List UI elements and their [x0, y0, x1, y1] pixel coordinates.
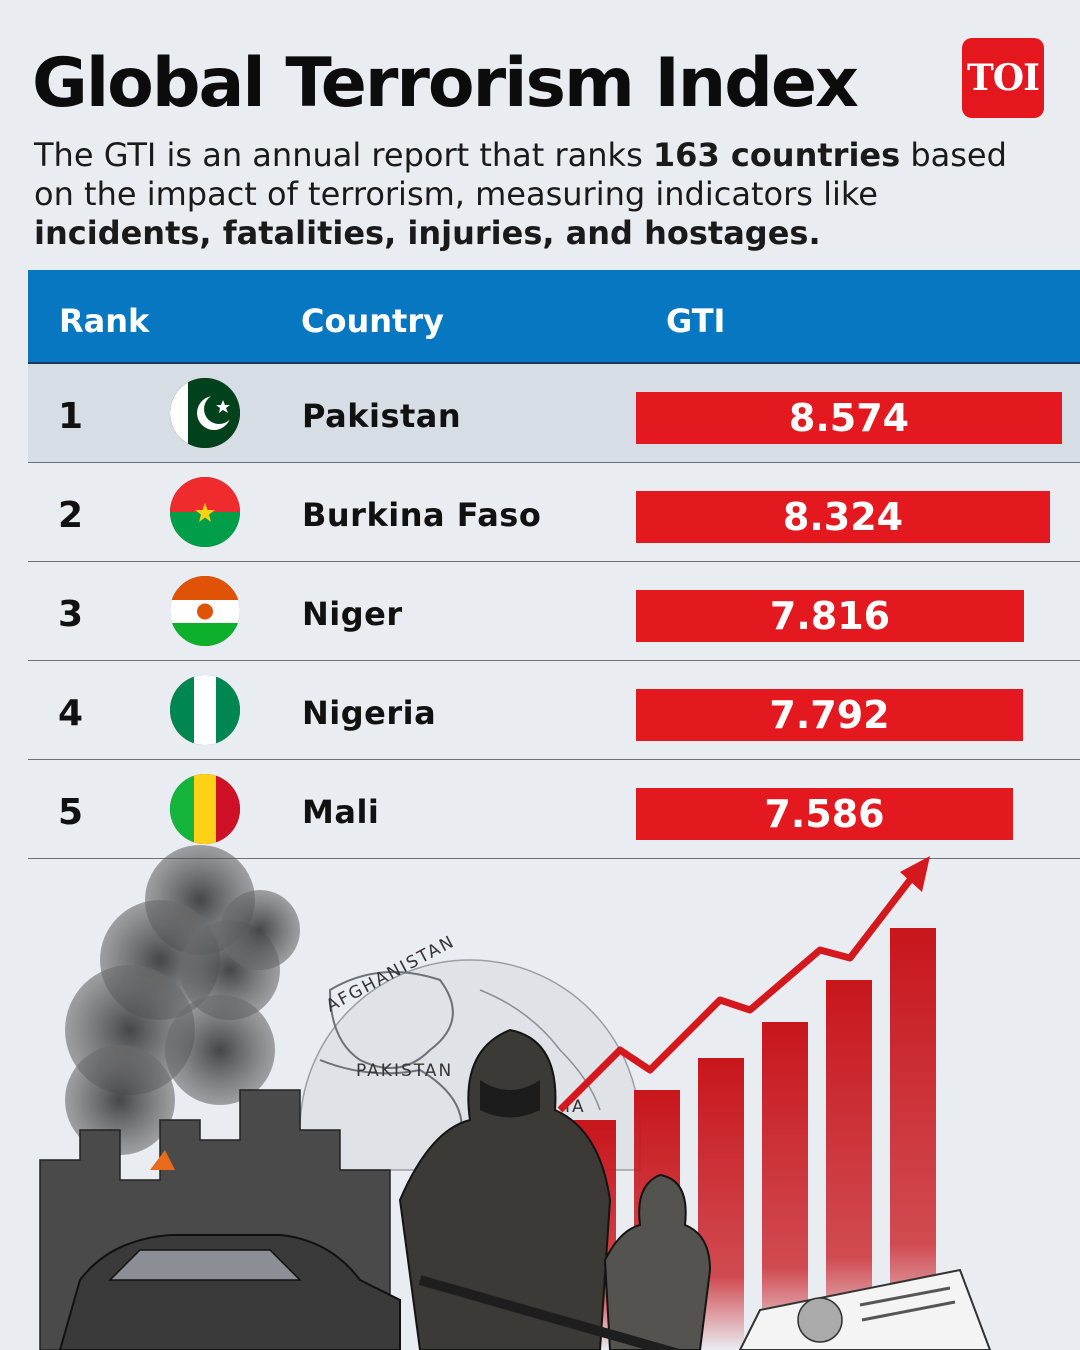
table-row: 5 Mali 7.586 — [28, 760, 1080, 859]
nigeria-flag-icon — [170, 675, 240, 745]
niger-flag-icon — [170, 576, 240, 646]
table-row: 4 Nigeria 7.792 — [28, 661, 1080, 760]
pakistan-flag-icon — [170, 378, 240, 448]
intro-bold-1: 163 countries — [652, 136, 901, 174]
gti-value-label: 8.324 — [782, 495, 904, 539]
country-label: Burkina Faso — [302, 496, 542, 534]
rank-label: 5 — [58, 792, 84, 833]
mali-flag-icon — [170, 774, 240, 844]
gti-bar: 7.792 — [636, 689, 1023, 741]
smoke-plume — [65, 845, 300, 1155]
column-header-country: Country — [301, 302, 444, 340]
country-label: Pakistan — [302, 397, 462, 435]
map-label-pakistan: PAKISTAN — [356, 1061, 453, 1081]
gti-bar: 8.324 — [636, 491, 1050, 543]
gti-bar: 7.586 — [636, 788, 1013, 840]
column-header-gti: GTI — [666, 302, 726, 340]
gti-value-label: 7.816 — [769, 594, 891, 638]
table-row: 2 Burkina Faso 8.324 — [28, 463, 1080, 562]
page-title: Global Terrorism Index — [32, 44, 859, 123]
trend-arrow-icon — [557, 856, 930, 1113]
intro-text: The GTI is an annual report that ranks 1… — [34, 136, 1044, 253]
country-label: Mali — [302, 793, 380, 831]
table-body: 1 Pakistan 8.574 2 Burkina Faso 8.324 3 Niger 7.… — [28, 364, 1080, 859]
country-label: Nigeria — [302, 694, 437, 732]
rank-label: 2 — [58, 495, 84, 536]
gti-table: Rank Country GTI 1 Pakistan 8.574 2 Burkina … — [28, 270, 1080, 859]
gti-bar: 8.574 — [636, 392, 1062, 444]
rank-label: 4 — [58, 693, 84, 734]
intro-part-2: based on the impact of terrorism, measur… — [34, 136, 1007, 213]
column-header-rank: Rank — [59, 302, 150, 340]
report-documents — [738, 1268, 992, 1350]
rank-label: 3 — [58, 594, 84, 635]
soldier-figures — [398, 1028, 712, 1350]
gti-bar: 7.816 — [636, 590, 1024, 642]
table-row: 1 Pakistan 8.574 — [28, 364, 1080, 463]
intro-part-1: The GTI is an annual report that ranks — [34, 136, 653, 174]
rank-label: 1 — [58, 396, 84, 437]
gti-value-label: 7.792 — [769, 693, 890, 737]
gti-value-label: 8.574 — [788, 396, 910, 440]
illustration: AFGHANISTAN PAKISTAN IA — [39, 845, 992, 1350]
wrecked-car — [58, 1234, 401, 1350]
table-header: Rank Country GTI — [28, 270, 1080, 364]
intro-bold-2: incidents, fatalities, injuries, and hos… — [34, 214, 821, 252]
burkina-faso-flag-icon — [170, 477, 240, 547]
country-label: Niger — [302, 595, 403, 633]
gti-value-label: 7.586 — [764, 792, 885, 836]
toi-logo: TOI — [962, 38, 1044, 118]
table-row: 3 Niger 7.816 — [28, 562, 1080, 661]
